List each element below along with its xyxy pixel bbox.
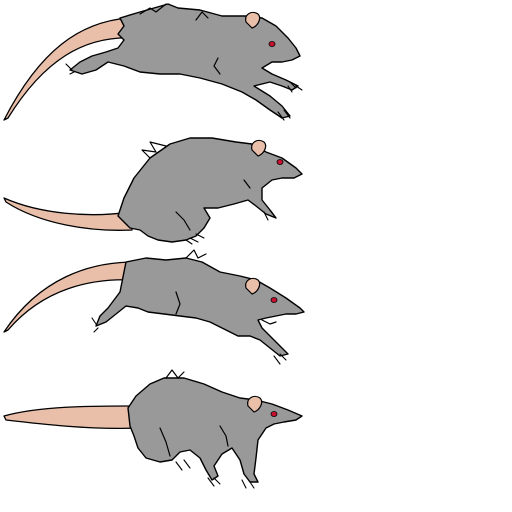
rat-claws bbox=[91, 317, 287, 365]
rat-tail bbox=[3, 405, 137, 430]
rat-eye bbox=[270, 411, 278, 417]
rat-body bbox=[127, 369, 303, 483]
rat-ear bbox=[247, 395, 263, 413]
rat-tail bbox=[3, 17, 133, 121]
rat-body bbox=[69, 3, 301, 119]
rat-body bbox=[117, 137, 303, 243]
rat-ear bbox=[251, 139, 267, 157]
rat-sprite-frame-2 bbox=[3, 137, 303, 245]
rat-eye bbox=[268, 41, 276, 47]
rat-tail bbox=[3, 261, 135, 333]
rat-claws bbox=[175, 459, 255, 489]
rat-claws bbox=[65, 63, 303, 121]
rat-eye bbox=[270, 297, 278, 303]
rat-body bbox=[95, 249, 305, 357]
rat-ear bbox=[245, 277, 261, 295]
rat-sprite-frame-3 bbox=[3, 249, 305, 365]
rat-sprite-frame-1 bbox=[3, 3, 303, 121]
rat-eye bbox=[276, 159, 284, 165]
rat-sprite-frame-4 bbox=[3, 369, 303, 489]
rat-tail bbox=[3, 197, 133, 231]
rat-ear bbox=[245, 11, 261, 29]
rat-claws bbox=[185, 209, 277, 245]
